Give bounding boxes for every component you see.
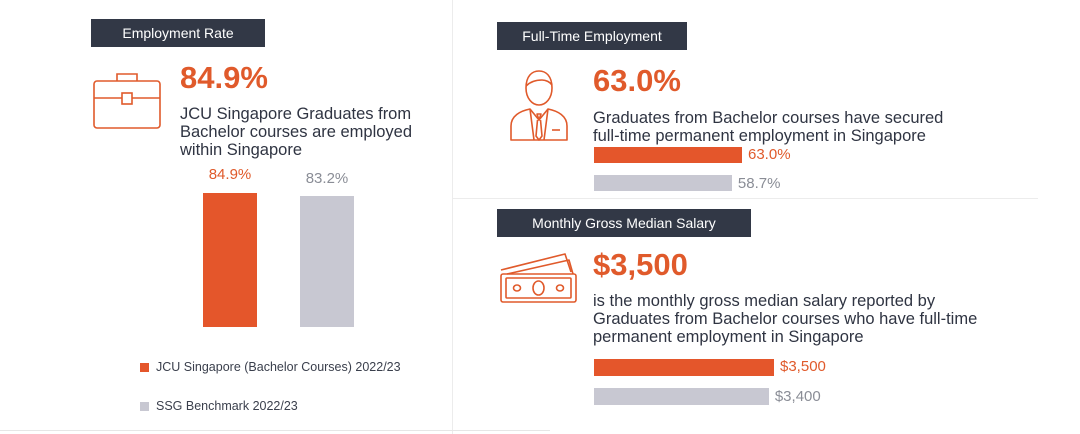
bar-value-label-ssg: 83.2% [305, 170, 349, 187]
legend-swatch-ssg [140, 402, 149, 411]
bar-jcu [594, 359, 774, 376]
desc-line: Graduates from Bachelor courses have sec… [593, 109, 944, 127]
desc-line: Graduates from Bachelor courses who have… [593, 310, 978, 328]
bar-jcu [203, 193, 257, 327]
employment-rate-tag: Employment Rate [91, 19, 265, 47]
desc-line: permanent employment in Singapore [593, 328, 864, 346]
full-time-employment-description: Graduates from Bachelor courses have sec… [593, 109, 943, 145]
salary-headline: $3,500 [593, 247, 688, 282]
bar-value-label-jcu: 84.9% [208, 166, 252, 183]
legend-swatch-jcu [140, 363, 149, 372]
legend-label-ssg: SSG Benchmark 2022/23 [156, 399, 298, 413]
vertical-divider [452, 0, 453, 434]
bar-ssg [594, 388, 769, 405]
desc-line: Bachelor courses are employed [180, 123, 413, 141]
briefcase-icon [92, 70, 162, 135]
legend-label-jcu: JCU Singapore (Bachelor Courses) 2022/23 [156, 360, 401, 374]
bar-ssg [594, 175, 732, 191]
bar-value-label-jcu: $3,500 [780, 358, 826, 375]
businessman-icon [508, 68, 570, 147]
banknotes-icon [499, 250, 579, 309]
employment-rate-description: JCU Singapore Graduates from Bachelor co… [180, 105, 412, 159]
bottom-divider [0, 430, 550, 431]
salary-tag: Monthly Gross Median Salary [497, 209, 751, 237]
bar-jcu [594, 147, 742, 163]
bar-value-label-jcu: 63.0% [748, 146, 791, 163]
desc-line: full-time permanent employment in Singap… [593, 127, 926, 145]
horizontal-divider [452, 198, 1038, 199]
employment-rate-headline: 84.9% [180, 60, 268, 95]
bar-value-label-ssg: 58.7% [737, 175, 781, 192]
salary-description: is the monthly gross median salary repor… [593, 292, 977, 346]
desc-line: is the monthly gross median salary repor… [593, 292, 936, 310]
full-time-employment-headline: 63.0% [593, 63, 681, 98]
bar-value-label-ssg: $3,400 [774, 388, 821, 405]
desc-line: JCU Singapore Graduates from [180, 105, 412, 123]
full-time-employment-tag: Full-Time Employment [497, 22, 687, 50]
bar-ssg [300, 195, 354, 327]
desc-line: within Singapore [180, 141, 302, 159]
